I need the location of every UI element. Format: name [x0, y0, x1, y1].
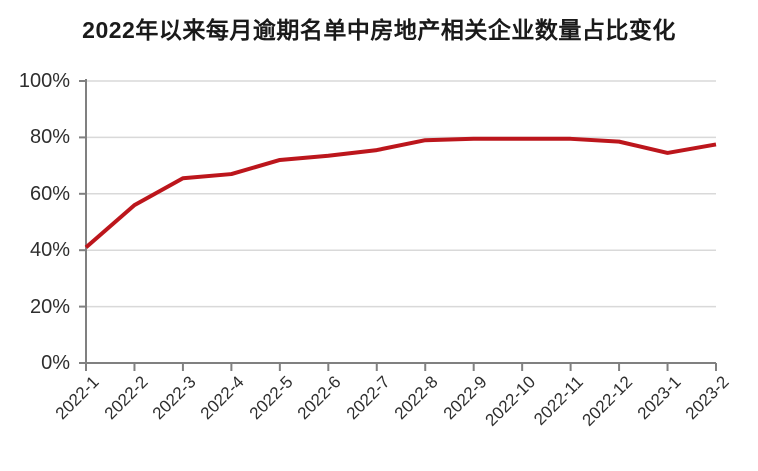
y-axis-tick-label: 40% [29, 239, 70, 262]
y-axis-tick-label: 20% [29, 295, 70, 318]
data-line [84, 136, 717, 249]
y-axis-tick-label: 80% [29, 126, 70, 149]
y-axis-tick-label: 0% [41, 352, 70, 374]
chart-title: 2022年以来每月逾期名单中房地产相关企业数量占比变化 [82, 17, 676, 43]
y-axis-tick-label: 60% [29, 182, 70, 205]
y-axis-tick-label: 100% [18, 70, 70, 92]
